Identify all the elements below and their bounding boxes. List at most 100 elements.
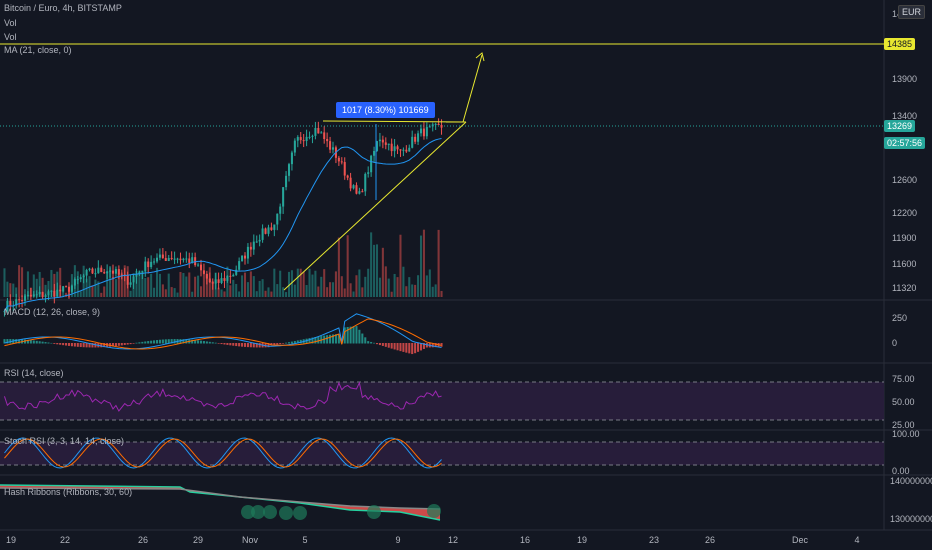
volume-bar (431, 286, 434, 297)
candle-body (238, 261, 241, 270)
macd-histogram-bar (419, 343, 423, 351)
macd-histogram-bar (67, 343, 71, 346)
volume-bar (103, 286, 106, 297)
x-tick-label: 26 (138, 535, 148, 545)
candle-body (296, 137, 299, 141)
candle-body (94, 273, 97, 275)
hash-y-tick: 140000000 (890, 476, 932, 486)
stoch-d-line (4, 438, 442, 468)
candle-body (100, 267, 103, 273)
macd-histogram-bar (396, 343, 399, 351)
volume-bar (238, 291, 241, 297)
candle-body (431, 124, 434, 127)
macd-histogram-bar (296, 340, 299, 344)
hash-signal-circle (367, 505, 381, 519)
volume-bar (205, 274, 208, 297)
volume-bar (176, 292, 179, 297)
candle-body (337, 157, 340, 162)
volume-bar (255, 291, 258, 297)
volume-bar (252, 276, 255, 297)
candle-body (249, 246, 252, 250)
macd-histogram-bar (258, 343, 261, 348)
candle-body (252, 241, 255, 250)
hash-y-tick: 130000000 (890, 514, 932, 524)
macd-histogram-bar (285, 342, 288, 344)
macd-histogram-bar (358, 329, 361, 344)
volume-bar (411, 284, 414, 297)
macd-histogram-bar (229, 343, 232, 346)
volume-bar (425, 275, 428, 297)
volume-bar (197, 275, 200, 297)
volume-bar (381, 247, 384, 297)
macd-histogram-bar (32, 340, 35, 344)
macd-histogram-bar (170, 339, 173, 344)
macd-histogram-bar (109, 343, 112, 347)
candle-body (23, 295, 27, 301)
candle-body (114, 269, 117, 274)
macd-histogram-bar (367, 341, 370, 344)
macd-histogram-bar (311, 337, 314, 344)
volume-bar (243, 272, 247, 297)
macd-histogram-bar (70, 343, 73, 347)
macd-histogram-bar (243, 343, 247, 347)
hash-slow-line (0, 487, 441, 510)
candle-body (88, 268, 91, 270)
volume-bar (249, 271, 252, 297)
stoch-k-line (4, 437, 442, 469)
x-tick-label: 19 (6, 535, 16, 545)
macd-histogram-bar (191, 339, 194, 344)
candle-body (340, 161, 343, 163)
x-tick-label: Dec (792, 535, 809, 545)
macd-histogram-bar (352, 326, 355, 344)
macd-histogram-bar (185, 339, 188, 344)
volume-bar (302, 271, 305, 297)
volume-bar (170, 287, 173, 297)
y-tick-label: 12600 (892, 175, 917, 185)
macd-histogram-bar (314, 336, 317, 344)
volume-bar (261, 279, 264, 297)
macd-histogram-bar (270, 343, 273, 346)
macd-histogram-bar (290, 341, 293, 344)
candle-body (267, 227, 270, 234)
volume-bar (185, 276, 188, 297)
macd-y-tick: 250 (892, 313, 907, 323)
volume-bar (182, 272, 185, 297)
volume-bar (270, 291, 273, 297)
macd-histogram-bar (252, 343, 255, 348)
candle-body (18, 299, 21, 301)
candle-body (246, 246, 249, 259)
macd-histogram-bar (138, 342, 141, 344)
y-tick-label: 11900 (892, 233, 916, 243)
macd-histogram-bar (164, 339, 167, 344)
volume-bar (62, 290, 65, 297)
candle-body (273, 224, 276, 230)
candle-body (129, 282, 132, 285)
volume-bar (396, 277, 399, 297)
macd-histogram-bar (232, 343, 235, 346)
volume-bar (320, 276, 323, 297)
volume-bar (94, 279, 97, 297)
candle-body (85, 269, 88, 276)
volume-bar (340, 276, 343, 297)
candle-body (255, 241, 258, 243)
candle-body (358, 191, 361, 194)
macd-histogram-bar (6, 339, 9, 344)
macd-histogram-bar (161, 339, 164, 344)
macd-histogram-bar (65, 343, 68, 346)
y-tick-label: 11600 (892, 259, 916, 269)
candle-body (158, 254, 161, 258)
volume-bar (199, 286, 203, 297)
rsi-y-tick: 75.00 (892, 374, 915, 384)
x-tick-label: 4 (854, 535, 859, 545)
rsi-band (0, 382, 884, 420)
macd-histogram-bar (343, 327, 346, 344)
volume-bar (59, 267, 62, 297)
currency-badge[interactable]: EUR (898, 5, 926, 19)
candle-body (202, 270, 205, 274)
volume-bar (264, 290, 267, 297)
volume-bar (223, 291, 226, 297)
volume-bar (9, 283, 12, 297)
hash-signal-circle (251, 505, 265, 519)
volume-bar (440, 290, 443, 297)
